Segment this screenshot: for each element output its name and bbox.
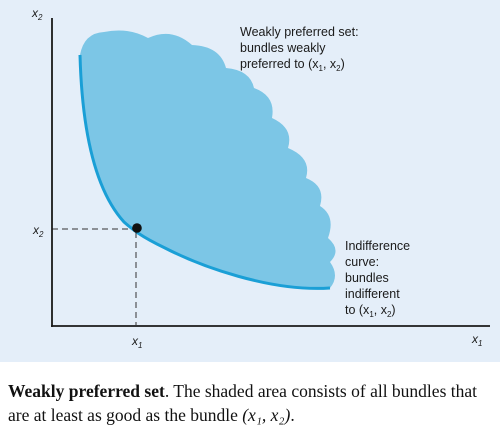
svg-text:curve:: curve: xyxy=(345,255,379,269)
preferred-set-annotation: Weakly preferred set: bundles weakly pre… xyxy=(240,25,359,73)
svg-text:bundles weakly: bundles weakly xyxy=(240,41,326,55)
caption-end: . xyxy=(290,405,295,425)
figure-caption: Weakly preferred set. The shaded area co… xyxy=(8,379,494,427)
y-tick-label: x2 xyxy=(32,223,44,239)
svg-text:Weakly preferred set:: Weakly preferred set: xyxy=(240,25,359,39)
weakly-preferred-region xyxy=(80,30,336,289)
svg-text:Indifference: Indifference xyxy=(345,239,410,253)
diagram: x2 x1 x2 x1 Weakly preferred set: bundle… xyxy=(31,6,490,350)
svg-text:bundles: bundles xyxy=(345,271,389,285)
y-axis-label: x2 xyxy=(31,6,43,22)
indifference-curve-annotation: Indifference curve: bundles indifferent … xyxy=(345,239,410,319)
svg-text:to (x1, x2): to (x1, x2) xyxy=(345,303,396,319)
caption-bundle: (x₁, x₂) xyxy=(242,405,291,425)
x-axis-label: x1 xyxy=(471,332,482,348)
caption-title: Weakly preferred set xyxy=(8,381,165,401)
caption-body: . The shaded area consists of all bundle… xyxy=(8,381,477,425)
svg-text:indifferent: indifferent xyxy=(345,287,400,301)
bundle-point xyxy=(132,223,142,233)
svg-text:preferred to (x1, x2): preferred to (x1, x2) xyxy=(240,57,345,73)
x-tick-label: x1 xyxy=(131,334,142,350)
indifference-curve xyxy=(78,54,331,290)
